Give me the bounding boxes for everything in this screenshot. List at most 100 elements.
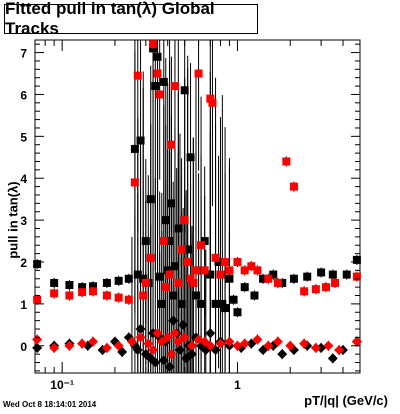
data-point-diamond bbox=[215, 338, 226, 349]
data-point-diamond bbox=[186, 340, 197, 351]
data-point-diamond bbox=[246, 338, 257, 349]
data-point-diamond bbox=[224, 336, 235, 347]
data-point-square bbox=[161, 283, 170, 292]
data-point-square bbox=[89, 287, 98, 296]
data-point-square bbox=[174, 224, 183, 233]
data-point-square bbox=[124, 274, 133, 283]
data-point-square bbox=[133, 71, 142, 80]
data-point-diamond bbox=[351, 336, 362, 347]
data-point-square bbox=[191, 291, 200, 300]
data-point-diamond bbox=[156, 336, 167, 347]
data-point-square bbox=[330, 278, 339, 287]
data-point-diamond bbox=[174, 344, 185, 355]
data-point-diamond bbox=[135, 324, 146, 335]
data-point-square bbox=[102, 291, 111, 300]
data-point-square bbox=[303, 272, 312, 281]
data-point-diamond bbox=[164, 361, 175, 372]
data-point-diamond bbox=[277, 349, 288, 360]
y-tick-label: 5 bbox=[20, 130, 27, 144]
data-point-square bbox=[229, 295, 238, 304]
data-point-square bbox=[197, 241, 206, 250]
data-point-square bbox=[206, 270, 215, 279]
data-point-diamond bbox=[88, 336, 99, 347]
data-point-square bbox=[170, 82, 179, 91]
data-point-square bbox=[225, 266, 234, 275]
chart-title: Fitted pull in tan(λ) Global Tracks bbox=[4, 0, 258, 38]
data-point-square bbox=[167, 140, 176, 149]
data-point-square bbox=[264, 274, 273, 283]
data-point-diamond bbox=[135, 332, 146, 343]
data-point-square bbox=[146, 195, 155, 204]
data-point-diamond bbox=[49, 342, 60, 353]
y-axis-label-container: pull in tan(λ) bbox=[3, 150, 23, 290]
x-tick-label: 10⁻¹ bbox=[50, 378, 74, 392]
data-point-square bbox=[200, 237, 209, 246]
data-point-diamond bbox=[77, 338, 88, 349]
data-point-diamond bbox=[178, 319, 189, 330]
data-point-diamond bbox=[323, 340, 334, 351]
data-point-square bbox=[218, 299, 227, 308]
data-point-square bbox=[194, 69, 203, 78]
data-point-square bbox=[317, 268, 326, 277]
data-point-diamond bbox=[327, 353, 338, 364]
data-point-square bbox=[233, 258, 242, 266]
data-point-square bbox=[342, 270, 351, 279]
data-point-square bbox=[253, 266, 262, 275]
data-point-diamond bbox=[148, 344, 159, 355]
data-point-diamond bbox=[316, 342, 327, 353]
plot-frame bbox=[34, 39, 361, 374]
y-tick-label: 7 bbox=[20, 47, 27, 61]
data-point-square bbox=[177, 245, 186, 254]
y-tick-label: 4 bbox=[20, 172, 27, 186]
data-point-diamond bbox=[126, 336, 137, 347]
y-tick-label: 0 bbox=[20, 340, 27, 354]
data-point-square bbox=[33, 295, 42, 304]
data-point-diamond bbox=[143, 338, 154, 349]
data-point-square bbox=[208, 98, 217, 107]
data-point-diamond bbox=[310, 342, 321, 353]
data-point-square bbox=[214, 258, 223, 266]
data-point-square bbox=[174, 278, 183, 287]
data-point-diamond bbox=[173, 336, 184, 347]
data-point-square bbox=[247, 262, 256, 271]
data-point-square bbox=[167, 199, 176, 208]
data-point-square bbox=[170, 262, 179, 271]
data-point-diamond bbox=[179, 332, 190, 343]
data-point-square bbox=[163, 266, 172, 275]
y-tick-label: 3 bbox=[20, 214, 27, 228]
data-point-diamond bbox=[162, 332, 173, 343]
data-point-square bbox=[159, 77, 168, 86]
data-point-square bbox=[151, 82, 160, 91]
data-point-square bbox=[136, 136, 145, 145]
data-point-diamond bbox=[64, 340, 75, 351]
data-point-square bbox=[322, 283, 331, 292]
data-point-square bbox=[211, 299, 220, 308]
data-point-square bbox=[133, 270, 142, 279]
data-point-square bbox=[311, 285, 320, 294]
y-axis-label: pull in tan(λ) bbox=[5, 181, 21, 259]
data-point-diamond bbox=[285, 340, 296, 351]
data-point-diamond bbox=[232, 340, 243, 351]
x-tick-label: 1 bbox=[234, 378, 241, 392]
data-point-square bbox=[155, 272, 164, 281]
data-point-square bbox=[282, 157, 291, 166]
data-point-square bbox=[328, 270, 337, 279]
y-tick-label: 2 bbox=[20, 256, 27, 270]
data-point-square bbox=[102, 278, 111, 287]
data-point-diamond bbox=[113, 340, 124, 351]
data-point-square bbox=[250, 291, 259, 300]
data-point-diamond bbox=[252, 334, 263, 345]
data-point-square bbox=[352, 255, 361, 264]
data-point-square bbox=[78, 283, 87, 292]
data-markers bbox=[32, 40, 362, 372]
data-point-square bbox=[157, 299, 166, 308]
data-point-square bbox=[65, 281, 74, 290]
data-point-square bbox=[165, 237, 174, 246]
axes: 0 1 2 3 4 5 6 7 10⁻¹ 1 bbox=[20, 40, 361, 392]
data-point-square bbox=[300, 287, 309, 296]
data-point-diamond bbox=[239, 338, 250, 349]
data-point-square bbox=[139, 291, 148, 300]
data-point-square bbox=[221, 304, 230, 313]
data-point-square bbox=[289, 182, 298, 191]
